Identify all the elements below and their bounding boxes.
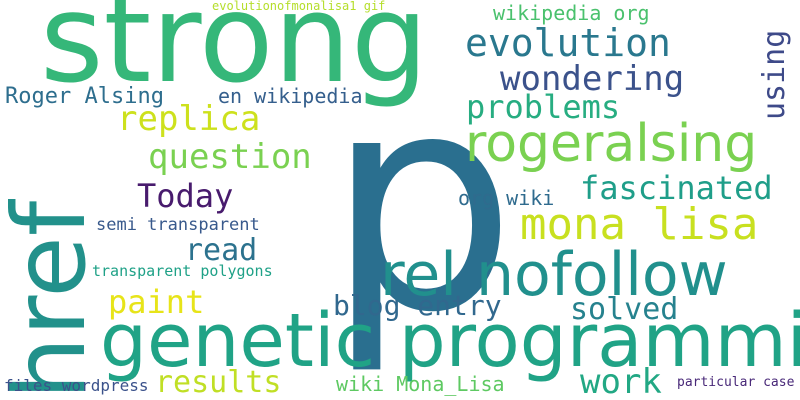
word-rel-nofollow: rel nofollow: [380, 240, 728, 310]
word-problems: problems: [466, 88, 621, 126]
word-today: Today: [137, 177, 234, 215]
word-files-wordpress: files wordpress: [4, 376, 149, 395]
word-wikipedia-org: wikipedia org: [493, 1, 650, 25]
word-semi-transparent: semi transparent: [96, 215, 260, 235]
word-question: question: [148, 137, 312, 177]
word-en-wikipedia: en wikipedia: [218, 84, 363, 108]
word-particular-case: particular case: [677, 375, 795, 390]
word-roger-alsing: Roger Alsing: [5, 84, 164, 109]
word-blog-entry: blog entry: [333, 289, 502, 322]
word-paint: paint: [108, 283, 205, 321]
word-strong: strong: [40, 0, 429, 110]
word-wondering: wondering: [500, 59, 685, 99]
word-org-wiki: org wiki: [458, 186, 555, 210]
word-href: href: [0, 200, 108, 400]
word-mona-lisa: mona lisa: [520, 199, 759, 250]
word-evolutionofmonalisa1-gif: evolutionofmonalisa1 gif: [212, 0, 386, 13]
word-fascinated: fascinated: [580, 169, 773, 207]
word-genetic-programming: genetic programming: [100, 298, 800, 384]
word-results: results: [155, 365, 282, 400]
word-work: work: [580, 362, 662, 400]
word-using: using: [757, 29, 792, 120]
word-rogeralsing: rogeralsing: [465, 114, 758, 174]
word-wiki-mona-lisa: wiki Mona_Lisa: [336, 372, 505, 396]
word-replica: replica: [117, 99, 261, 139]
word-read: read: [185, 233, 258, 268]
word-p: p: [326, 29, 517, 378]
word-transparent-polygons: transparent polygons: [92, 262, 273, 280]
word-evolution: evolution: [465, 21, 671, 65]
word-solved: solved: [570, 292, 679, 327]
